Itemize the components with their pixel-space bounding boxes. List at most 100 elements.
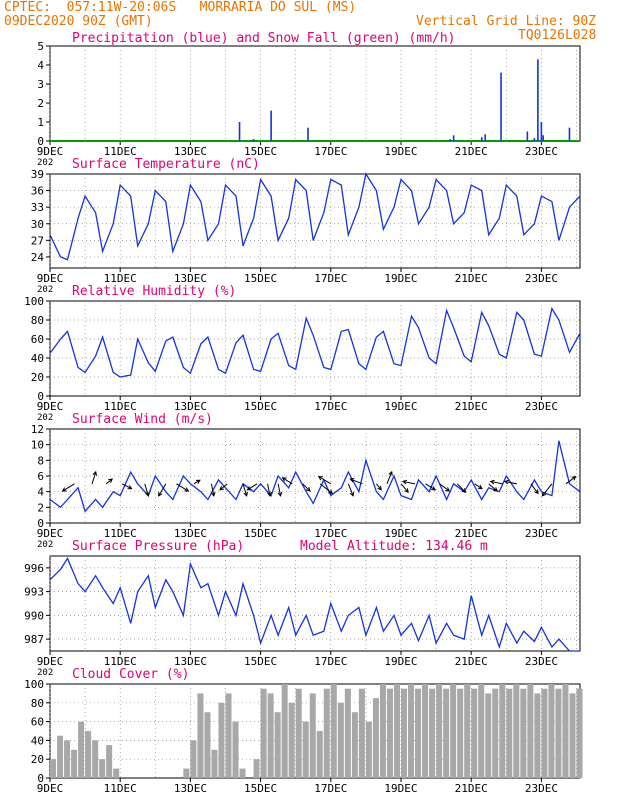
wind-arrow-head	[503, 479, 509, 485]
cloud-bar	[408, 684, 415, 778]
x-tick-label: 15DEC	[244, 145, 277, 158]
panel-title: Relative Humidity (%)	[72, 284, 236, 299]
wind-arrow-head	[184, 487, 190, 492]
y-tick-label: 36	[31, 185, 44, 198]
y-tick-label: 0	[37, 772, 44, 785]
wind-arrow-head	[267, 491, 272, 497]
x-tick-label: 13DEC	[174, 272, 207, 285]
precip-bar	[537, 59, 539, 141]
x-tick-label: 13DEC	[174, 527, 207, 540]
y-tick-label: 993	[24, 586, 44, 599]
x-tick-label: 11DEC	[104, 527, 137, 540]
x-tick-label: 15DEC	[244, 527, 277, 540]
x-tick-label: 19DEC	[384, 400, 417, 413]
header-model-code: TQ0126L028	[518, 28, 597, 43]
header-grid-note: Vertical Grid Line: 90Z	[416, 14, 597, 29]
wind-arrow	[277, 483, 282, 496]
cloud-bar	[218, 702, 225, 778]
wind-arrow-head	[195, 479, 201, 484]
panel-annotation: Model Altitude: 134.46 m	[300, 539, 488, 554]
x-tick-label: 9DEC	[37, 527, 64, 540]
y-tick-label: 39	[31, 168, 44, 181]
cloud-bar	[92, 740, 99, 778]
y-tick-label: 33	[31, 201, 44, 214]
y-tick-label: 5	[37, 40, 44, 53]
x-tick-label: 9DEC	[37, 400, 64, 413]
cloud-bar	[50, 759, 57, 778]
precip-bar	[452, 135, 455, 141]
cloud-bar	[316, 731, 323, 778]
cloud-bar	[274, 712, 281, 778]
y-tick-label: 996	[24, 562, 44, 575]
wind-arrow	[176, 483, 189, 492]
wind-arrow	[490, 480, 503, 485]
cloud-bar	[527, 684, 534, 778]
cloud-bar	[85, 731, 92, 778]
cloud-bar	[513, 684, 520, 778]
x-tick-label: 11DEC	[104, 145, 137, 158]
wind-arrow-head	[158, 491, 163, 497]
y-tick-label: 0	[37, 517, 44, 530]
cloud-bar	[548, 684, 555, 778]
x-tick-label: 17DEC	[314, 782, 347, 795]
cloud-bar	[443, 688, 450, 778]
cloud-bar	[464, 684, 471, 778]
wind-arrow-head	[281, 477, 287, 482]
cloud-bar	[330, 684, 337, 778]
x-tick-label: 23DEC	[525, 272, 558, 285]
precip-bar	[307, 127, 309, 141]
cloud-bar	[57, 735, 64, 778]
y-tick-label: 60	[31, 333, 44, 346]
cloud-bar	[534, 693, 541, 778]
cloud-bar	[541, 688, 548, 778]
wind-arrow	[439, 483, 450, 492]
wind-arrow	[219, 483, 228, 491]
cloud-bar	[457, 688, 464, 778]
wind-arrow-head	[388, 470, 393, 476]
x-tick-label: 21DEC	[455, 400, 488, 413]
x-tick-label: 9DEC	[37, 145, 64, 158]
panel-title: Surface Temperature (nC)	[72, 157, 260, 172]
cloud-bar	[471, 688, 478, 778]
y-tick-label: 80	[31, 697, 44, 710]
wind-arrow	[210, 483, 215, 496]
cloud-bar	[562, 684, 569, 778]
cloud-bar	[239, 768, 246, 778]
wind-arrow-head	[461, 488, 467, 493]
y-tick-label: 100	[24, 678, 44, 691]
wind-arrow	[318, 476, 332, 485]
wind-arrow	[530, 483, 539, 494]
wind-arrow	[242, 483, 248, 496]
wind-arrow	[350, 478, 363, 485]
wind-arrow	[474, 483, 483, 490]
cloud-bar	[225, 693, 232, 778]
y-tick-label: 10	[31, 439, 44, 452]
panel-frame	[49, 45, 581, 142]
cloud-bar	[106, 745, 113, 778]
wind-arrow	[425, 483, 436, 491]
cloud-bar	[323, 688, 330, 778]
x-tick-label: 13DEC	[174, 655, 207, 668]
wind-arrow-head	[477, 484, 483, 490]
wind-arrow	[302, 483, 311, 492]
y-tick-label: 24	[31, 251, 45, 264]
x-tick-label: 17DEC	[314, 527, 347, 540]
x-tick-label: 13DEC	[174, 400, 207, 413]
precip-bar	[526, 131, 529, 141]
wind-arrow	[144, 483, 149, 496]
cloud-bar	[576, 688, 583, 778]
wind-arrow	[121, 483, 132, 490]
x-tick-label: 21DEC	[455, 272, 488, 285]
wind-arrow-head	[243, 491, 248, 497]
y-tick-label: 40	[31, 352, 44, 365]
y-tick-label: 2	[37, 97, 44, 110]
wind-arrow-head	[349, 478, 355, 483]
x-tick-label: 19DEC	[384, 527, 417, 540]
x-tick-label: 23DEC	[525, 655, 558, 668]
wind-arrow	[376, 483, 382, 491]
wind-arrow-head	[571, 476, 577, 481]
header-station: CPTEC: 057:11W-20:06S MORRARIA DO SUL (M…	[4, 0, 357, 15]
cloud-bar	[211, 749, 218, 778]
x-year-fragment: 202	[37, 285, 53, 295]
x-tick-label: 23DEC	[525, 782, 558, 795]
